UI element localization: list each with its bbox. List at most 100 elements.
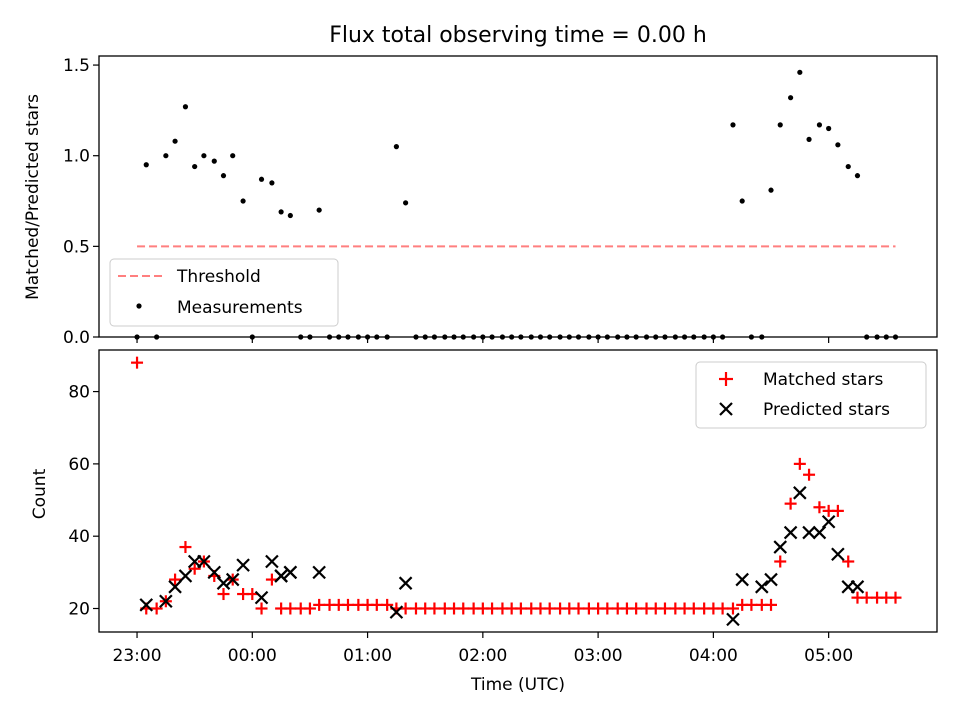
ratio-axes-frame [98,55,938,338]
measurement-point [826,125,832,132]
predicted-star-marker [831,547,845,562]
matched-star-marker [131,356,144,369]
measurement-point [739,198,745,204]
matched-star-marker [601,602,614,615]
matched-star-marker [150,602,163,615]
count-x-tick-label: 00:00 [228,646,277,666]
matched-star-marker [793,457,806,470]
predicted-star-marker [726,612,740,627]
predicted-stars-legend-label: Predicted stars [763,400,890,420]
measurement-point [816,122,823,128]
predicted-star-marker [755,580,769,594]
predicted-star-marker [389,605,404,619]
predicted-star-marker [216,576,231,590]
measurement-point [278,209,284,215]
measurement-point [163,153,169,159]
measurement-point [797,69,803,75]
matched-star-marker [246,588,259,601]
matched-star-marker [486,602,499,615]
predicted-star-marker [236,558,250,572]
measurement-point [806,136,812,142]
figure-title: Flux total observing time = 0.00 h [329,23,707,48]
predicted-star-marker [178,569,193,583]
ratio-legend-box [109,258,339,327]
count-x-tick-label: 04:00 [689,646,738,666]
matched-star-marker [630,602,643,615]
matched-star-marker [572,602,585,615]
count-y-tick-label: 80 [68,383,90,403]
matched-star-marker [399,602,412,615]
matched-star-marker [188,562,201,575]
count-y-axis-label: Count [30,468,50,519]
measurement-point [845,163,851,170]
matched-star-marker [341,598,354,611]
measurement-point [269,180,275,186]
measurement-point [854,173,861,179]
ratio-y-tick-label: 1.5 [63,56,90,76]
x-axis-label: Time (UTC) [470,675,565,695]
count-y-tick-label: 20 [68,600,90,620]
matched-star-marker [543,602,556,615]
count-panel: 20 40 60 80 23:00 00:00 01:00 02:00 03:00 04:00 0… [30,349,938,695]
predicted-star-marker [168,580,182,594]
count-y-tick-label: 40 [68,527,90,547]
matched-star-marker [255,602,268,615]
matched-star-marker [179,541,192,554]
ratio-y-tick-label: 0.0 [63,328,90,348]
count-legend: Matched stars Predicted stars [695,361,927,429]
predicted-star-marker [265,554,279,569]
measurement-point [788,95,794,101]
predicted-star-marker [735,572,749,587]
matched-star-marker [303,602,316,615]
matched-star-marker [284,602,297,615]
matched-star-marker [313,598,326,611]
count-x-ticks: 23:00 00:00 01:00 02:00 03:00 04:00 05:00 [113,632,853,666]
measurements-legend-label: Measurements [177,298,303,318]
measurement-point [316,207,322,213]
matched-stars-legend-swatch [719,372,733,386]
count-y-ticks: 20 40 60 80 [68,383,99,620]
measurement-point [172,138,178,144]
matched-star-marker [813,501,826,514]
ratio-y-axis-label: Matched/Predicted stars [23,94,43,300]
matched-star-marker [860,591,873,604]
count-x-tick-label: 02:00 [458,646,507,666]
count-x-tick-label: 01:00 [343,646,392,666]
matched-star-marker [381,598,394,611]
ratio-x-ticks [136,337,830,343]
matched-star-marker [831,504,844,517]
predicted-star-marker [802,525,816,540]
measurement-point [192,163,198,170]
measurement-point [287,212,293,219]
matched-star-marker [217,588,230,601]
matched-star-marker [169,573,182,586]
predicted-star-marker [225,572,240,587]
matched-star-marker [687,602,700,615]
measurement-point [201,153,207,159]
measurement-point [258,176,265,182]
measurements-legend-swatch [136,303,142,309]
measurement-point [768,187,774,193]
count-x-tick-label: 05:00 [804,646,853,666]
ratio-plot-area [134,69,899,340]
matched-star-marker [514,602,527,615]
count-x-tick-label: 23:00 [113,646,162,666]
predicted-star-marker [139,598,154,612]
matched-star-marker [842,555,855,568]
predicted-star-marker [398,576,413,590]
predicted-star-marker [850,580,865,594]
count-legend-box [695,361,927,429]
matched-star-marker [765,598,778,611]
predicted-star-marker [274,569,288,583]
predicted-star-marker [821,514,836,529]
predicted-star-marker [254,590,269,605]
ratio-legend: Threshold Measurements [109,258,339,327]
measurement-point [730,122,736,128]
threshold-legend-label: Threshold [176,267,261,287]
predicted-star-marker [783,525,798,540]
count-axes-frame [98,349,938,633]
measurement-point [230,153,236,159]
measurement-point [240,198,246,204]
predicted-star-marker [197,554,211,569]
predicted-star-marker [207,565,222,580]
